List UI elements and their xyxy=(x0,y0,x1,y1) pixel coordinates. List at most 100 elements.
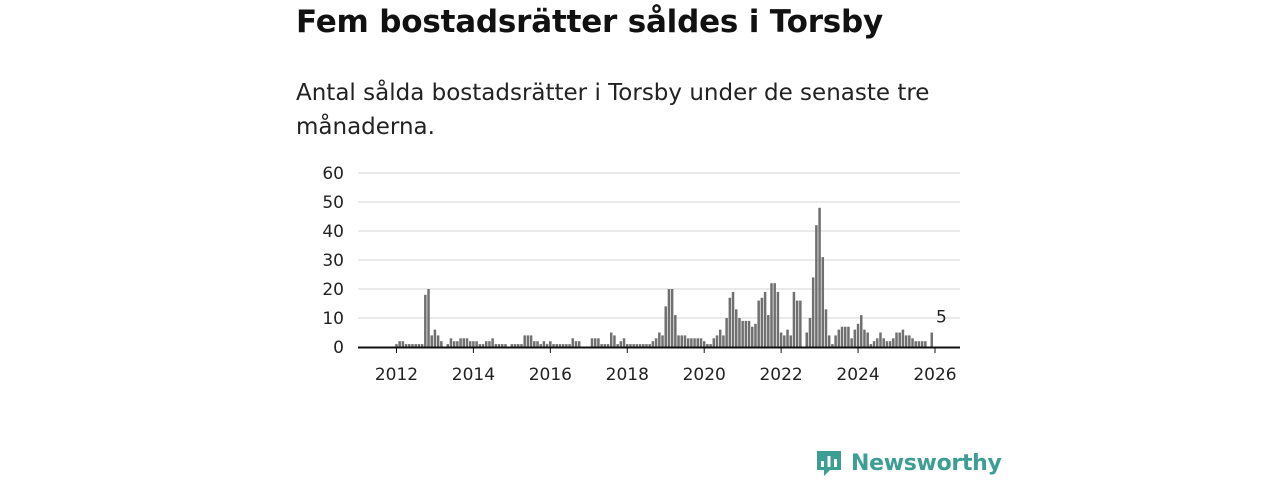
bar xyxy=(741,320,744,347)
bar xyxy=(539,344,542,347)
bar xyxy=(770,283,773,347)
bar xyxy=(404,344,408,347)
bar xyxy=(715,335,719,347)
logo-text: Newsworthy xyxy=(851,450,1002,476)
bar xyxy=(811,277,815,347)
y-tick-label: 20 xyxy=(322,280,344,300)
bar xyxy=(885,341,889,347)
y-tick-label: 10 xyxy=(322,309,344,329)
highlight-data-label: 5 xyxy=(936,308,947,328)
bar xyxy=(856,323,860,347)
bar xyxy=(565,344,568,347)
bar xyxy=(526,335,530,347)
bar xyxy=(908,335,911,347)
bar xyxy=(773,283,776,347)
bar xyxy=(552,344,555,347)
bar xyxy=(795,300,799,347)
bar xyxy=(642,344,645,347)
bar xyxy=(818,207,821,347)
bar xyxy=(799,300,802,347)
bar xyxy=(747,320,751,347)
bar xyxy=(571,338,575,347)
bar xyxy=(859,315,863,347)
bar xyxy=(863,329,866,347)
bar xyxy=(654,338,658,347)
bar xyxy=(779,332,783,347)
bar xyxy=(722,335,725,347)
bar xyxy=(767,315,770,347)
bar xyxy=(619,341,623,347)
bar xyxy=(452,341,456,347)
bar xyxy=(529,335,533,347)
bar xyxy=(725,318,728,347)
x-tick-label: 2020 xyxy=(683,365,726,385)
bar xyxy=(484,341,488,347)
bar xyxy=(792,291,796,347)
bar xyxy=(577,341,581,347)
bar xyxy=(536,341,539,347)
bar xyxy=(690,338,693,347)
bar xyxy=(520,344,523,347)
newsworthy-logo-icon xyxy=(817,451,841,476)
bar xyxy=(754,323,757,347)
bar xyxy=(417,344,421,347)
bar xyxy=(433,329,437,347)
bar xyxy=(401,341,405,347)
bar xyxy=(901,329,905,347)
x-tick-label: 2022 xyxy=(759,365,802,385)
bar xyxy=(888,341,892,347)
bar xyxy=(465,338,469,347)
bar xyxy=(776,291,780,347)
bar xyxy=(751,326,754,347)
bar xyxy=(510,344,514,347)
bar xyxy=(430,335,433,347)
bar xyxy=(734,309,738,347)
bar xyxy=(904,335,908,347)
bar xyxy=(917,341,921,347)
bar xyxy=(850,338,853,347)
bar xyxy=(590,338,594,347)
bar xyxy=(420,344,424,347)
bar xyxy=(603,344,607,347)
y-tick-label: 40 xyxy=(322,222,344,242)
bar xyxy=(449,338,453,347)
bar-chart: 0 10 20 30 40 50 60 2012 2014 2016 2018 2020 2022 202… xyxy=(322,164,960,385)
bar xyxy=(609,332,613,347)
bar xyxy=(924,341,927,347)
bar xyxy=(488,341,491,347)
bar xyxy=(500,344,504,347)
bar xyxy=(824,309,828,347)
bar xyxy=(632,344,635,347)
bar xyxy=(664,306,667,347)
bar xyxy=(459,338,462,347)
bar xyxy=(805,332,809,347)
bar xyxy=(879,332,882,347)
bar xyxy=(892,338,895,347)
bar xyxy=(398,341,401,347)
bar xyxy=(658,332,661,347)
bar xyxy=(786,329,789,347)
bar xyxy=(600,344,603,347)
bar xyxy=(853,329,857,347)
y-tick-label: 60 xyxy=(322,164,344,184)
bar xyxy=(472,341,475,347)
bar xyxy=(872,341,876,347)
bar xyxy=(815,225,818,347)
chart-title: Fem bostadsrätter såldes i Torsby xyxy=(296,4,884,40)
chart-subtitle: Antal sålda bostadsrätter i Torsby under… xyxy=(296,80,930,140)
bar xyxy=(456,341,459,347)
bar xyxy=(683,335,687,347)
bar xyxy=(606,344,610,347)
bar xyxy=(411,344,414,347)
x-tick-label: 2018 xyxy=(606,365,649,385)
bar xyxy=(408,344,411,347)
bar xyxy=(635,344,639,347)
bar xyxy=(648,344,651,347)
newsworthy-logo[interactable]: Newsworthy xyxy=(815,446,1002,480)
bar xyxy=(866,332,869,347)
bar xyxy=(930,332,934,347)
bar xyxy=(763,291,767,347)
bar xyxy=(757,300,760,347)
bar xyxy=(561,344,565,347)
bar xyxy=(869,344,873,347)
